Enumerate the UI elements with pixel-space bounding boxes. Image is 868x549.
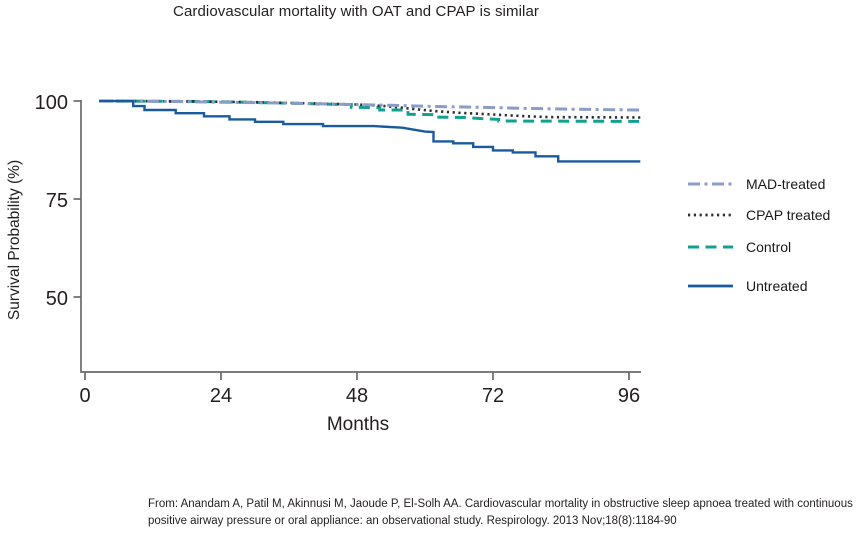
cpap-treated-line-swatch [688, 213, 733, 217]
series-line-control [99, 99, 641, 123]
x-tick-label: 72 [482, 385, 504, 407]
x-axis-label: Months [327, 414, 389, 435]
y-tick-label: 75 [46, 190, 68, 212]
legend-label-cpap-treated: CPAP treated [746, 207, 831, 223]
untreated-line-swatch [688, 284, 733, 288]
y-axis-label: Survival Probability (%) [6, 160, 23, 320]
legend-item-mad-treated: MAD-treated [687, 176, 830, 192]
x-tick-label: 48 [346, 385, 368, 407]
y-tick-label: 50 [46, 288, 68, 310]
chart-title: Cardiovascular mortality with OAT and CP… [173, 3, 539, 20]
citation-line-1: From: Anandam A, Patil M, Akinnusi M, Ja… [148, 498, 853, 510]
legend-label-untreated: Untreated [746, 278, 808, 294]
mad-treated-line-swatch [688, 182, 733, 186]
control-line-swatch [688, 245, 733, 249]
legend: MAD-treated CPAP treated Control Untreat… [687, 176, 830, 294]
x-tick-label: 96 [618, 385, 640, 407]
x-tick-label: 0 [79, 385, 90, 407]
citation-line-2: positive airway pressure or oral applian… [148, 515, 677, 528]
legend-label-control: Control [746, 239, 792, 255]
series-line-mad-treated [99, 99, 641, 112]
legend-label-mad-treated: MAD-treated [746, 176, 826, 192]
x-tick-label: 24 [210, 385, 232, 407]
citation: From: Anandam A, Patil M, Akinnusi M, Ja… [148, 496, 864, 531]
legend-item-untreated: Untreated [687, 278, 830, 294]
legend-item-cpap-treated: CPAP treated [687, 207, 830, 223]
legend-item-control: Control [687, 239, 830, 255]
series-line-untreated [99, 99, 641, 163]
axes [80, 100, 641, 373]
y-tick-label: 100 [35, 92, 68, 114]
